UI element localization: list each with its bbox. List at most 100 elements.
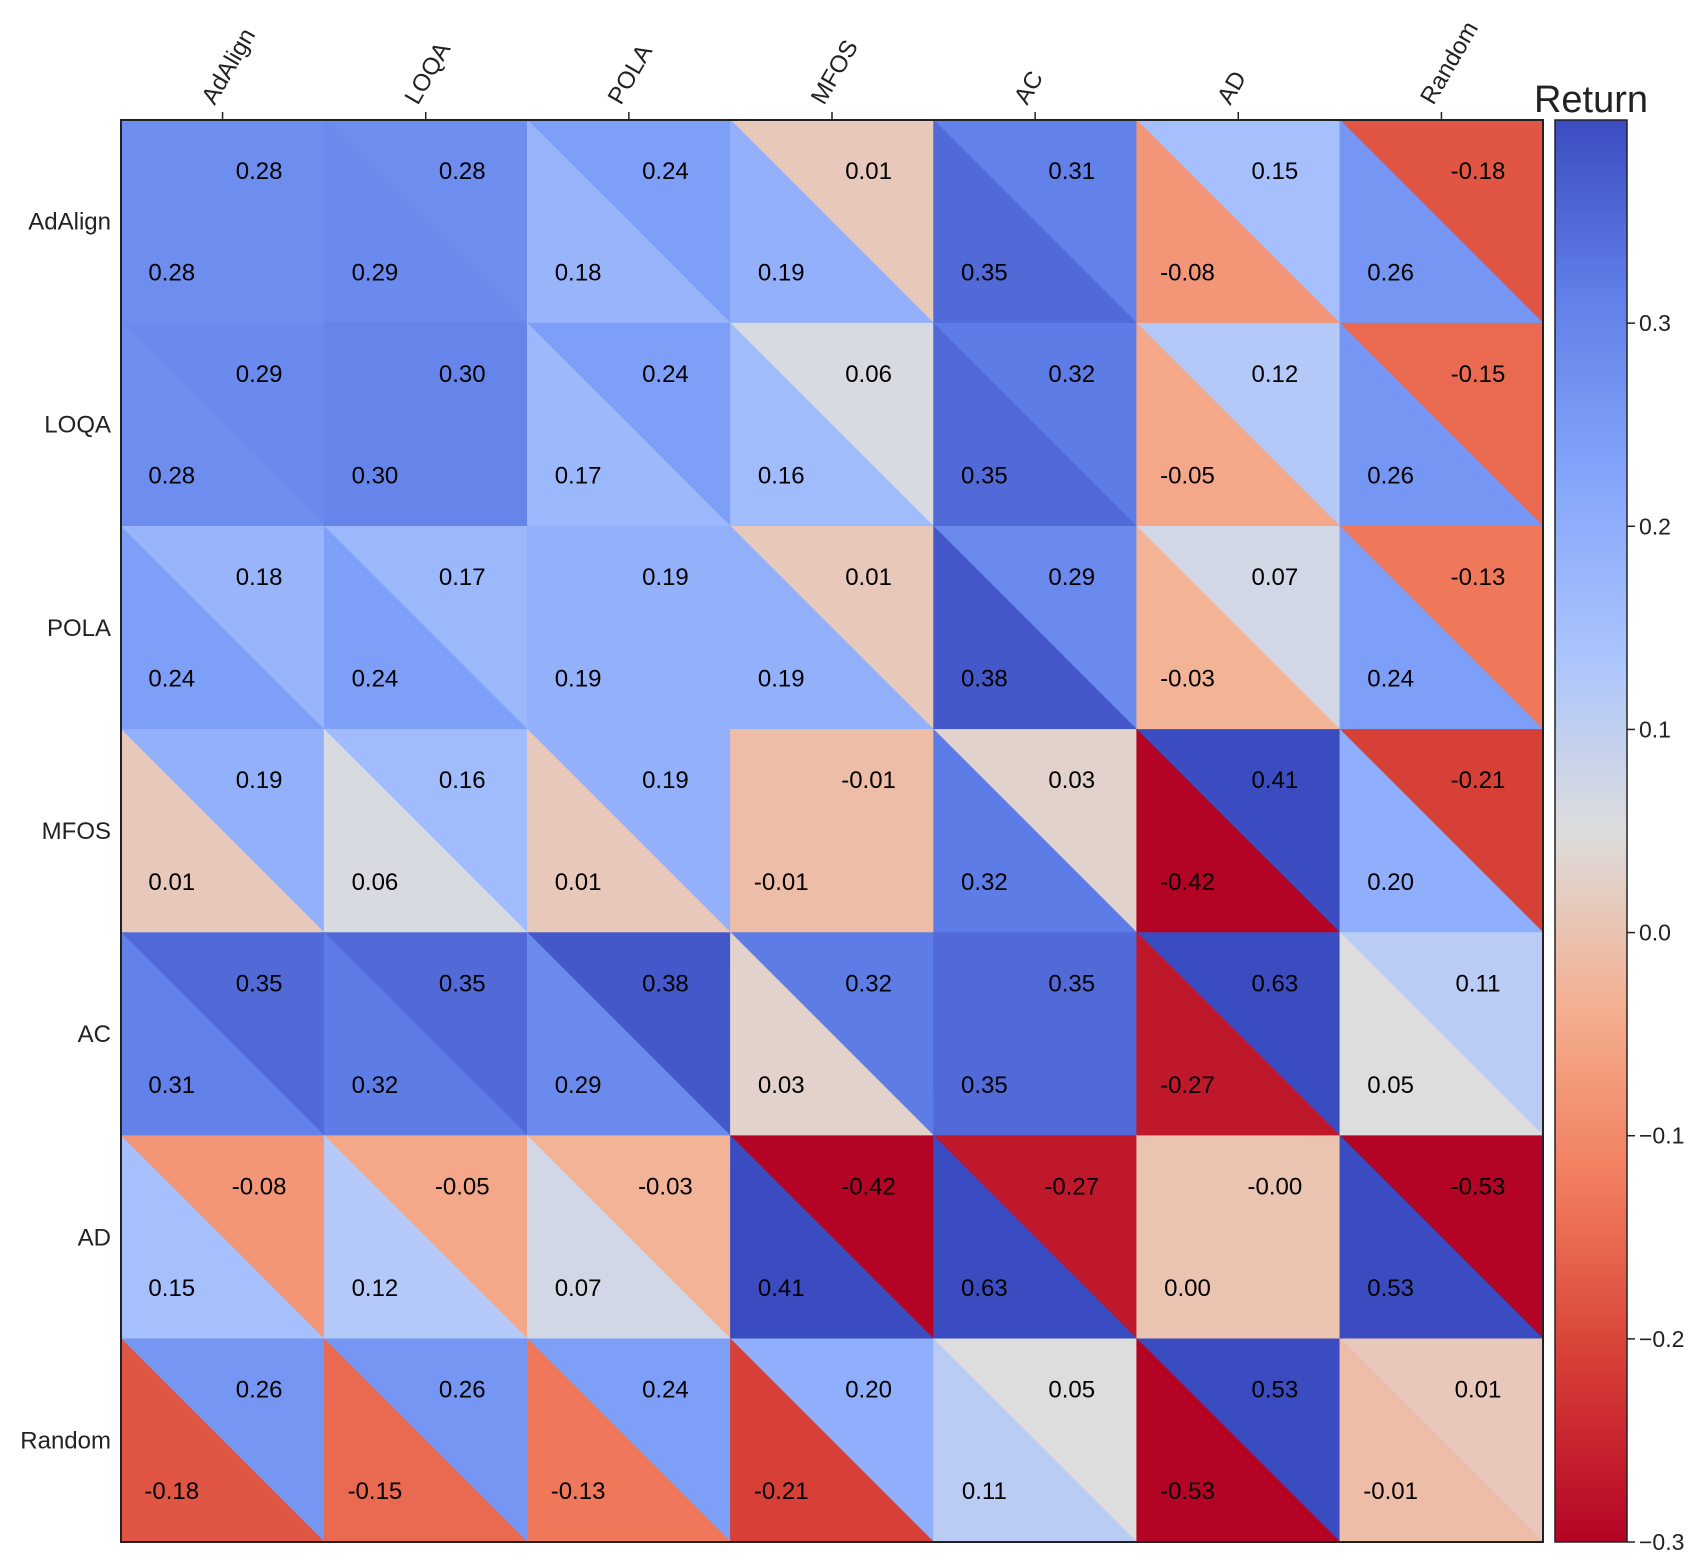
row-label-mfos: MFOS [42, 818, 111, 845]
value-lower-mfos-vs-mfos: -0.01 [754, 869, 809, 896]
value-lower-pola-vs-pola: 0.19 [555, 666, 602, 693]
value-lower-ad-vs-pola: 0.07 [555, 1275, 602, 1302]
value-lower-pola-vs-random: 0.24 [1367, 666, 1414, 693]
value-upper-mfos-vs-mfos: -0.01 [841, 767, 896, 794]
value-upper-ac-vs-adalign: 0.35 [236, 970, 283, 997]
value-lower-random-vs-random: -0.01 [1363, 1478, 1418, 1505]
colorbar-gradient [1554, 119, 1628, 1543]
value-upper-loqa-vs-loqa: 0.30 [439, 361, 486, 388]
value-upper-random-vs-ac: 0.05 [1048, 1377, 1095, 1404]
colorbar: Return 0.3 0.2 0.1 0.0 −0.1 −0.2 −0.3 [1534, 79, 1684, 1555]
value-lower-random-vs-mfos: -0.21 [754, 1478, 809, 1505]
value-upper-mfos-vs-ad: 0.41 [1251, 767, 1298, 794]
value-lower-ad-vs-loqa: 0.12 [352, 1275, 399, 1302]
value-lower-ac-vs-random: 0.05 [1367, 1072, 1414, 1099]
value-lower-loqa-vs-ac: 0.35 [961, 463, 1008, 490]
value-upper-random-vs-random: 0.01 [1455, 1377, 1502, 1404]
value-lower-ac-vs-mfos: 0.03 [758, 1072, 805, 1099]
value-upper-adalign-vs-pola: 0.24 [642, 158, 689, 185]
value-lower-random-vs-loqa: -0.15 [348, 1478, 403, 1505]
value-lower-adalign-vs-random: 0.26 [1367, 259, 1414, 286]
value-upper-pola-vs-ac: 0.29 [1048, 564, 1095, 591]
colorbar-tick-label: −0.1 [1639, 1123, 1684, 1149]
value-lower-ad-vs-adalign: 0.15 [148, 1275, 195, 1302]
value-upper-adalign-vs-ad: 0.15 [1251, 158, 1298, 185]
row-labels: AdAlign LOQA POLA MFOS AC AD Random [20, 209, 111, 1455]
value-upper-loqa-vs-random: -0.15 [1451, 361, 1506, 388]
row-label-loqa: LOQA [44, 412, 111, 439]
colorbar-tick-label: 0.3 [1639, 310, 1671, 336]
value-upper-ac-vs-loqa: 0.35 [439, 970, 486, 997]
value-lower-ad-vs-ac: 0.63 [961, 1275, 1008, 1302]
value-upper-loqa-vs-adalign: 0.29 [236, 361, 283, 388]
value-lower-loqa-vs-random: 0.26 [1367, 463, 1414, 490]
value-upper-pola-vs-pola: 0.19 [642, 564, 689, 591]
value-lower-loqa-vs-adalign: 0.28 [148, 463, 195, 490]
value-lower-pola-vs-adalign: 0.24 [148, 666, 195, 693]
value-lower-ac-vs-loqa: 0.32 [352, 1072, 399, 1099]
value-upper-loqa-vs-mfos: 0.06 [845, 361, 892, 388]
value-upper-mfos-vs-pola: 0.19 [642, 767, 689, 794]
row-label-pola: POLA [47, 615, 111, 642]
value-upper-adalign-vs-mfos: 0.01 [845, 158, 892, 185]
value-lower-loqa-vs-ad: -0.05 [1160, 463, 1215, 490]
colorbar-title: Return [1534, 79, 1648, 121]
value-lower-adalign-vs-pola: 0.18 [555, 259, 602, 286]
value-upper-ad-vs-random: -0.53 [1451, 1174, 1506, 1201]
colorbar-tick-label: −0.2 [1639, 1326, 1684, 1352]
row-label-random: Random [20, 1427, 111, 1454]
value-upper-pola-vs-ad: 0.07 [1251, 564, 1298, 591]
heatmap-cells [120, 119, 1544, 1543]
value-upper-mfos-vs-random: -0.21 [1451, 767, 1506, 794]
value-lower-random-vs-adalign: -0.18 [144, 1478, 199, 1505]
column-label-mfos: MFOS [806, 35, 864, 109]
value-lower-ac-vs-adalign: 0.31 [148, 1072, 195, 1099]
value-upper-pola-vs-adalign: 0.18 [236, 564, 283, 591]
value-lower-random-vs-pola: -0.13 [551, 1478, 606, 1505]
value-lower-mfos-vs-pola: 0.01 [555, 869, 602, 896]
column-label-ad: AD [1212, 67, 1252, 109]
value-lower-mfos-vs-random: 0.20 [1367, 869, 1414, 896]
value-lower-mfos-vs-loqa: 0.06 [352, 869, 399, 896]
value-lower-ad-vs-mfos: 0.41 [758, 1275, 805, 1302]
value-lower-adalign-vs-mfos: 0.19 [758, 259, 805, 286]
value-lower-adalign-vs-ac: 0.35 [961, 259, 1008, 286]
value-lower-adalign-vs-adalign: 0.28 [148, 259, 195, 286]
value-lower-pola-vs-loqa: 0.24 [352, 666, 399, 693]
value-lower-loqa-vs-pola: 0.17 [555, 463, 602, 490]
value-upper-random-vs-ad: 0.53 [1251, 1377, 1298, 1404]
value-upper-ad-vs-ad: -0.00 [1247, 1174, 1302, 1201]
value-upper-random-vs-loqa: 0.26 [439, 1377, 486, 1404]
value-upper-ac-vs-ad: 0.63 [1251, 970, 1298, 997]
value-lower-loqa-vs-mfos: 0.16 [758, 463, 805, 490]
row-label-adalign: AdAlign [28, 209, 111, 236]
value-upper-adalign-vs-adalign: 0.28 [236, 158, 283, 185]
value-upper-ac-vs-pola: 0.38 [642, 970, 689, 997]
value-lower-mfos-vs-ad: -0.42 [1160, 869, 1215, 896]
value-lower-pola-vs-mfos: 0.19 [758, 666, 805, 693]
value-upper-loqa-vs-pola: 0.24 [642, 361, 689, 388]
colorbar-tick-label: −0.3 [1639, 1529, 1684, 1555]
value-upper-random-vs-pola: 0.24 [642, 1377, 689, 1404]
value-upper-ac-vs-ac: 0.35 [1048, 970, 1095, 997]
value-lower-adalign-vs-loqa: 0.29 [352, 259, 399, 286]
value-lower-ac-vs-ac: 0.35 [961, 1072, 1008, 1099]
value-upper-adalign-vs-random: -0.18 [1451, 158, 1506, 185]
value-upper-ad-vs-adalign: -0.08 [232, 1174, 287, 1201]
column-labels: AdAlign LOQA POLA MFOS AC AD Random [196, 17, 1484, 120]
column-label-adalign: AdAlign [196, 24, 261, 109]
value-lower-pola-vs-ad: -0.03 [1160, 666, 1215, 693]
value-upper-ad-vs-mfos: -0.42 [841, 1174, 896, 1201]
value-lower-random-vs-ad: -0.53 [1160, 1478, 1215, 1505]
colorbar-tick-label: 0.0 [1639, 920, 1671, 946]
value-upper-pola-vs-random: -0.13 [1451, 564, 1506, 591]
value-upper-ac-vs-random: 0.11 [1456, 970, 1501, 997]
value-upper-pola-vs-loqa: 0.17 [439, 564, 486, 591]
colorbar-tick-label: 0.1 [1639, 716, 1671, 742]
value-upper-adalign-vs-ac: 0.31 [1048, 158, 1095, 185]
value-upper-random-vs-mfos: 0.20 [845, 1377, 892, 1404]
value-lower-loqa-vs-loqa: 0.30 [352, 463, 399, 490]
value-lower-ad-vs-ad: 0.00 [1164, 1275, 1211, 1302]
column-label-pola: POLA [603, 40, 658, 109]
